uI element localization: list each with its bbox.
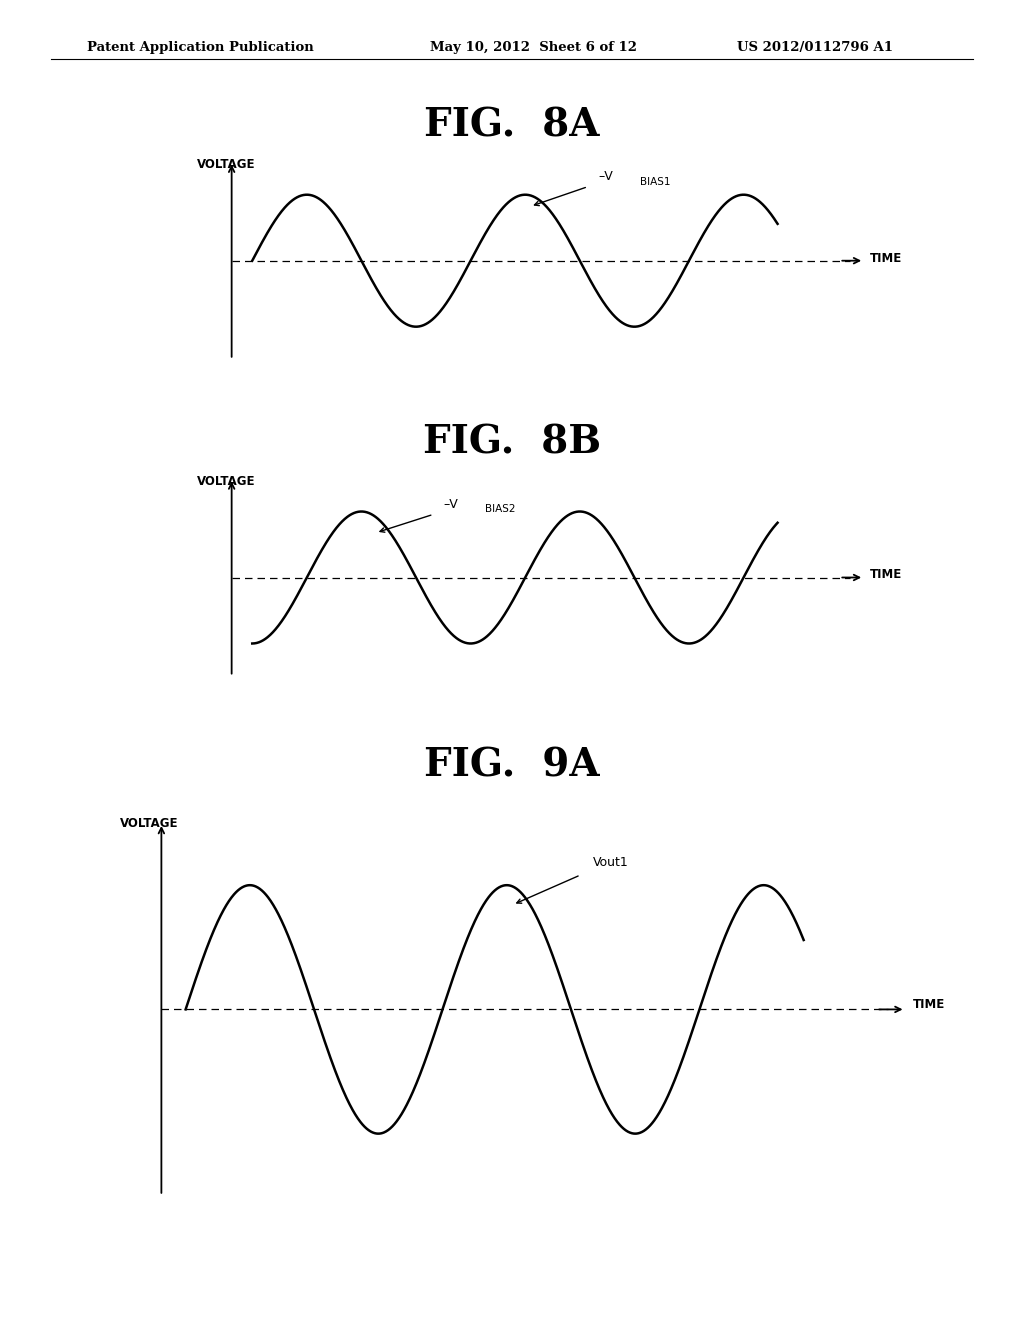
- Text: BIAS1: BIAS1: [640, 177, 670, 186]
- Text: Patent Application Publication: Patent Application Publication: [87, 41, 313, 54]
- Text: FIG.  9A: FIG. 9A: [424, 747, 600, 784]
- Text: VOLTAGE: VOLTAGE: [197, 475, 255, 488]
- Text: FIG.  8B: FIG. 8B: [423, 424, 601, 461]
- Text: –V: –V: [443, 498, 459, 511]
- Text: May 10, 2012  Sheet 6 of 12: May 10, 2012 Sheet 6 of 12: [430, 41, 637, 54]
- Text: BIAS2: BIAS2: [485, 504, 515, 515]
- Text: VOLTAGE: VOLTAGE: [120, 817, 178, 830]
- Text: FIG.  8A: FIG. 8A: [424, 107, 600, 144]
- Text: Vout1: Vout1: [593, 855, 629, 869]
- Text: VOLTAGE: VOLTAGE: [197, 158, 255, 172]
- Text: TIME: TIME: [870, 569, 902, 581]
- Text: TIME: TIME: [912, 998, 945, 1011]
- Text: US 2012/0112796 A1: US 2012/0112796 A1: [737, 41, 893, 54]
- Text: TIME: TIME: [870, 252, 902, 264]
- Text: –V: –V: [598, 170, 613, 183]
